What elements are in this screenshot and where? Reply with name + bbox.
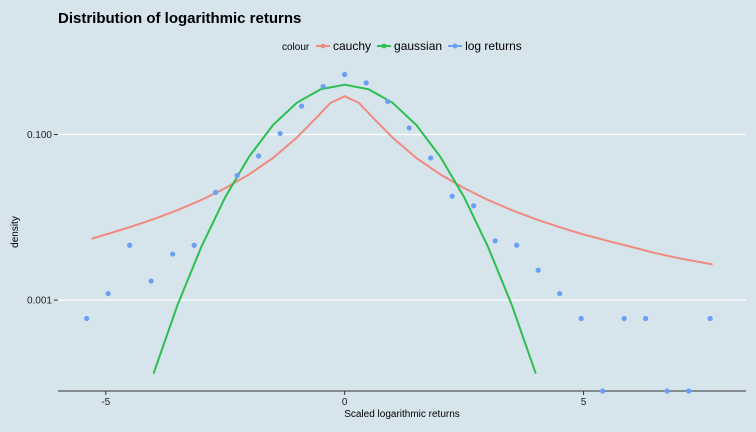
- x-tick-label: 5: [581, 397, 587, 408]
- log-returns-point: [664, 388, 670, 394]
- legend: colour cauchy gaussian log returns: [282, 39, 522, 53]
- log-returns-point: [557, 290, 563, 297]
- gaussian-line: [152, 83, 537, 374]
- x-axis: -5 0 5: [101, 391, 587, 408]
- log-returns-point: [105, 290, 111, 297]
- grid: [58, 133, 746, 301]
- log-returns-point: [213, 189, 219, 195]
- log-returns-point: [342, 71, 348, 78]
- log-returns-point: [84, 315, 90, 322]
- y-axis: 0.001 0.100: [27, 130, 58, 307]
- log-returns-point: [148, 278, 154, 284]
- log-returns-point: [514, 242, 520, 248]
- y-axis-title: density: [10, 216, 21, 248]
- log-returns-point: [471, 203, 477, 209]
- log-returns-point: [428, 155, 434, 161]
- x-tick-label: 0: [342, 397, 348, 408]
- log-returns-point: [600, 388, 606, 394]
- log-returns-point: [535, 267, 541, 273]
- log-returns-point: [686, 388, 692, 394]
- cauchy-line: [91, 95, 713, 266]
- log-returns-point: [256, 153, 262, 159]
- log-returns-point: [170, 251, 176, 257]
- log-returns-point: [449, 193, 455, 199]
- log-returns-point: [707, 315, 713, 322]
- log-returns-point: [643, 315, 649, 322]
- log-returns-point: [299, 103, 305, 109]
- log-returns-point: [234, 172, 240, 179]
- legend-item-log-returns: log returns: [448, 39, 522, 53]
- log-returns-point: [277, 130, 283, 137]
- legend-key-dot-gaussian: [381, 43, 387, 49]
- log-returns-point: [363, 80, 369, 86]
- legend-item-cauchy: cauchy: [316, 39, 371, 53]
- log-returns-point: [492, 238, 498, 244]
- y-tick-label: 0.001: [27, 296, 52, 307]
- log-returns-point: [578, 315, 584, 322]
- legend-label-log-returns: log returns: [465, 39, 522, 53]
- legend-label-cauchy: cauchy: [333, 39, 371, 53]
- legend-item-gaussian: gaussian: [377, 39, 442, 53]
- legend-label-gaussian: gaussian: [394, 39, 442, 53]
- legend-title: colour: [282, 42, 310, 53]
- log-returns-point: [127, 242, 133, 248]
- log-returns-point: [320, 83, 326, 90]
- x-axis-title: Scaled logarithmic returns: [344, 409, 460, 420]
- chart-title: Distribution of logarithmic returns: [58, 10, 301, 27]
- series-layer: [84, 71, 713, 394]
- log-returns-point: [406, 125, 412, 131]
- x-tick-label: -5: [101, 397, 110, 408]
- y-tick-label: 0.100: [27, 130, 52, 141]
- legend-key-dot-cauchy: [320, 43, 326, 49]
- log-returns-point: [191, 242, 197, 248]
- log-returns-point: [385, 98, 391, 105]
- legend-key-dot-log-returns: [452, 43, 458, 49]
- log-returns-point: [621, 315, 627, 322]
